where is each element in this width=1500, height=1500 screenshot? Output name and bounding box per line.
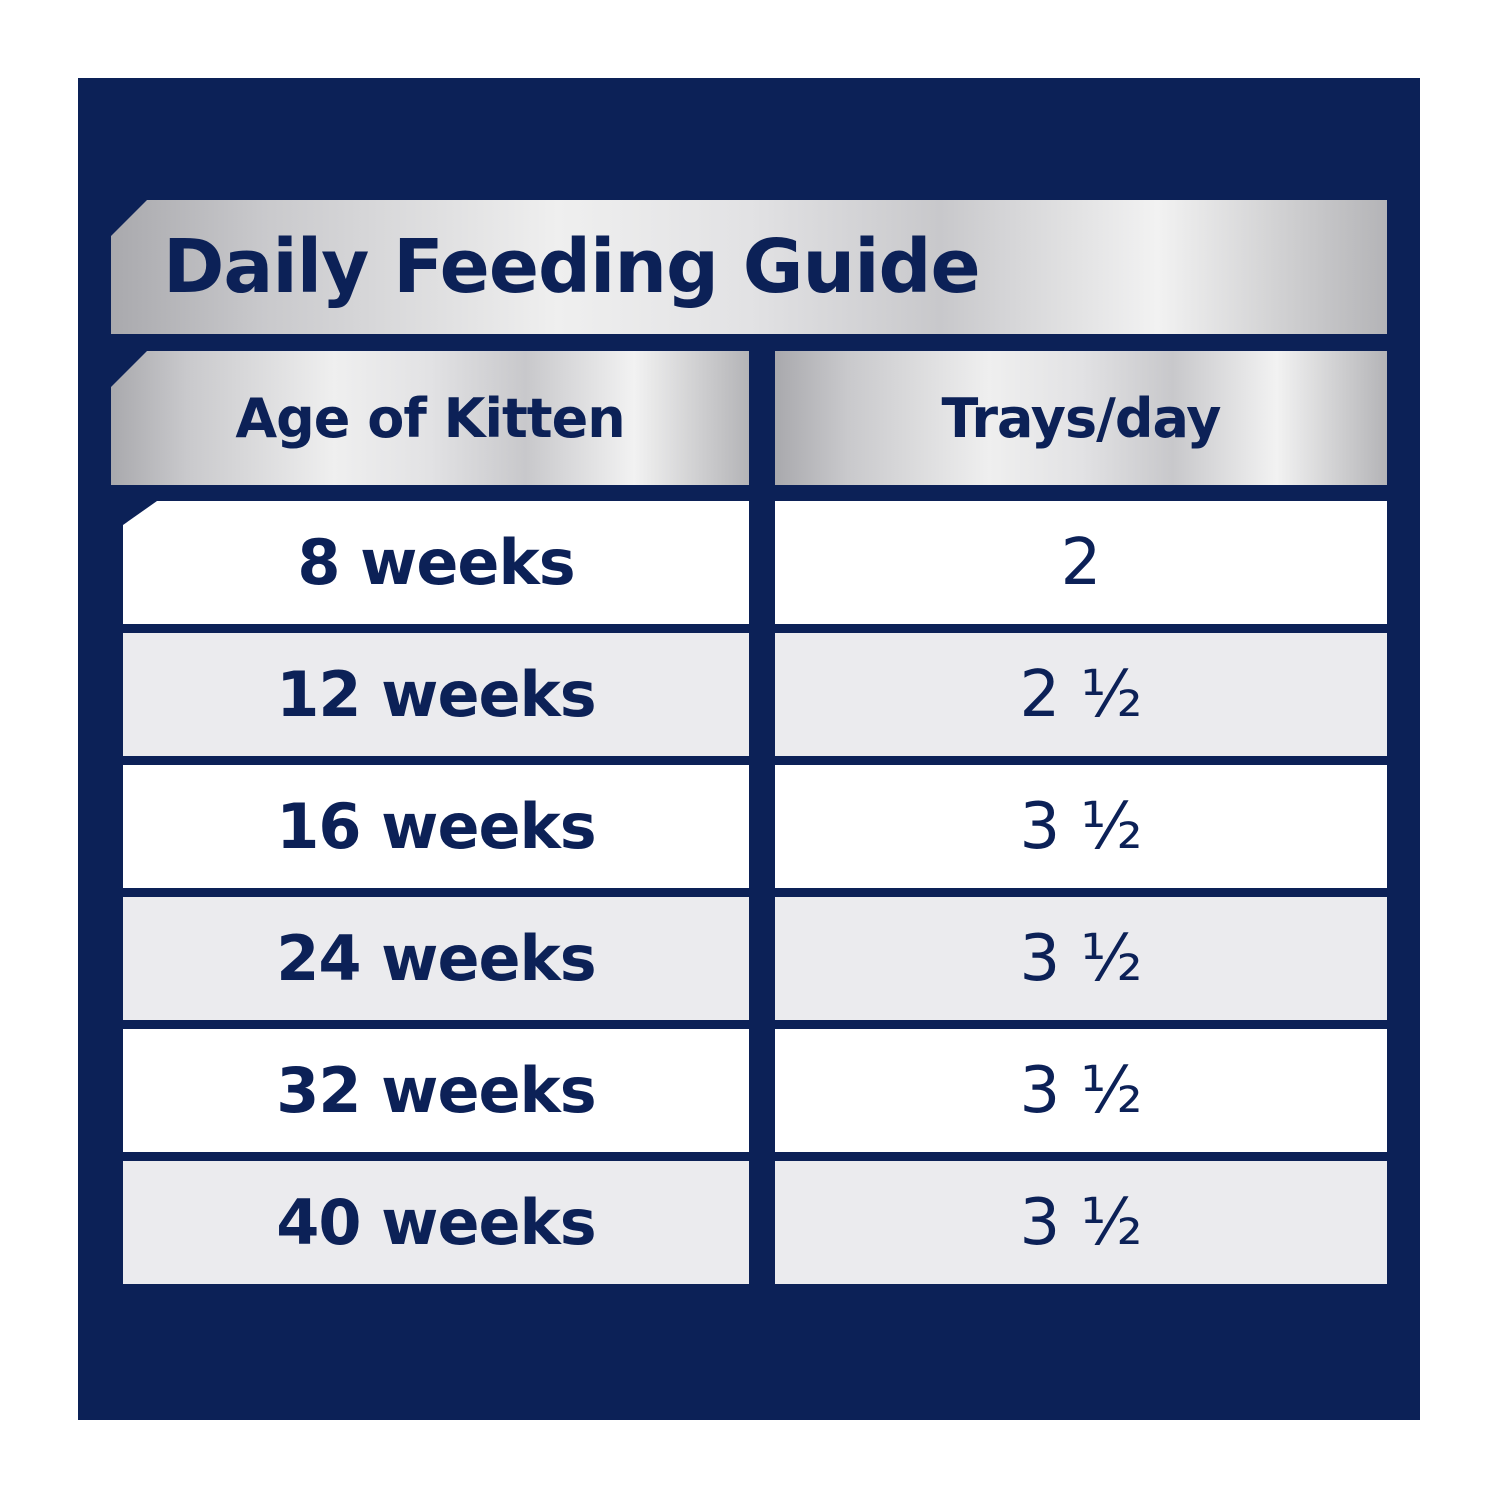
table-cell-age: 40 weeks	[123, 1161, 749, 1284]
column-header-age: Age of Kitten	[111, 351, 749, 485]
page-title: Daily Feeding Guide	[163, 224, 981, 310]
table-cell-trays: 3 ½	[775, 1029, 1387, 1152]
table-cell-age: 12 weeks	[123, 633, 749, 756]
table-cell-age: 32 weeks	[123, 1029, 749, 1152]
table-cell-age: 8 weeks	[123, 501, 749, 624]
table-cell-trays: 2	[775, 501, 1387, 624]
column-divider	[758, 345, 765, 1303]
table-cell-trays: 3 ½	[775, 897, 1387, 1020]
column-header-trays: Trays/day	[775, 351, 1387, 485]
table-cell-trays: 3 ½	[775, 1161, 1387, 1284]
title-banner: Daily Feeding Guide	[111, 200, 1387, 334]
table-cell-age: 24 weeks	[123, 897, 749, 1020]
table-cell-trays: 2 ½	[775, 633, 1387, 756]
table-cell-trays: 3 ½	[775, 765, 1387, 888]
table-cell-age: 16 weeks	[123, 765, 749, 888]
